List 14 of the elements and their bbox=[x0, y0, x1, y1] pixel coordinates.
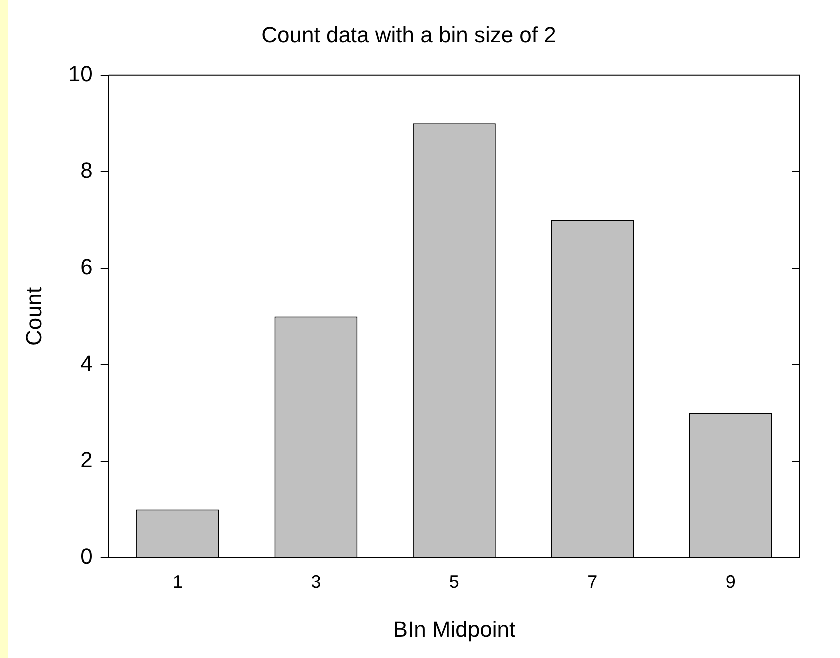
y-tick-label: 2 bbox=[80, 448, 93, 473]
x-axis-title: BIn Midpoint bbox=[393, 616, 516, 642]
y-axis-title: Count bbox=[21, 287, 46, 346]
x-tick-label: 1 bbox=[172, 572, 183, 592]
x-tick-label: 3 bbox=[311, 572, 322, 592]
chart-title: Count data with a bin size of 2 bbox=[262, 22, 556, 48]
x-tick-label: 7 bbox=[588, 572, 598, 592]
y-tick-label: 10 bbox=[68, 61, 93, 86]
x-tick-label: 5 bbox=[449, 572, 460, 592]
y-tick-label: 8 bbox=[80, 158, 93, 183]
y-tick-label: 4 bbox=[80, 351, 93, 376]
x-tick-label: 9 bbox=[726, 572, 736, 592]
y-tick-label: 0 bbox=[80, 544, 93, 570]
y-tick-label: 6 bbox=[80, 254, 93, 280]
